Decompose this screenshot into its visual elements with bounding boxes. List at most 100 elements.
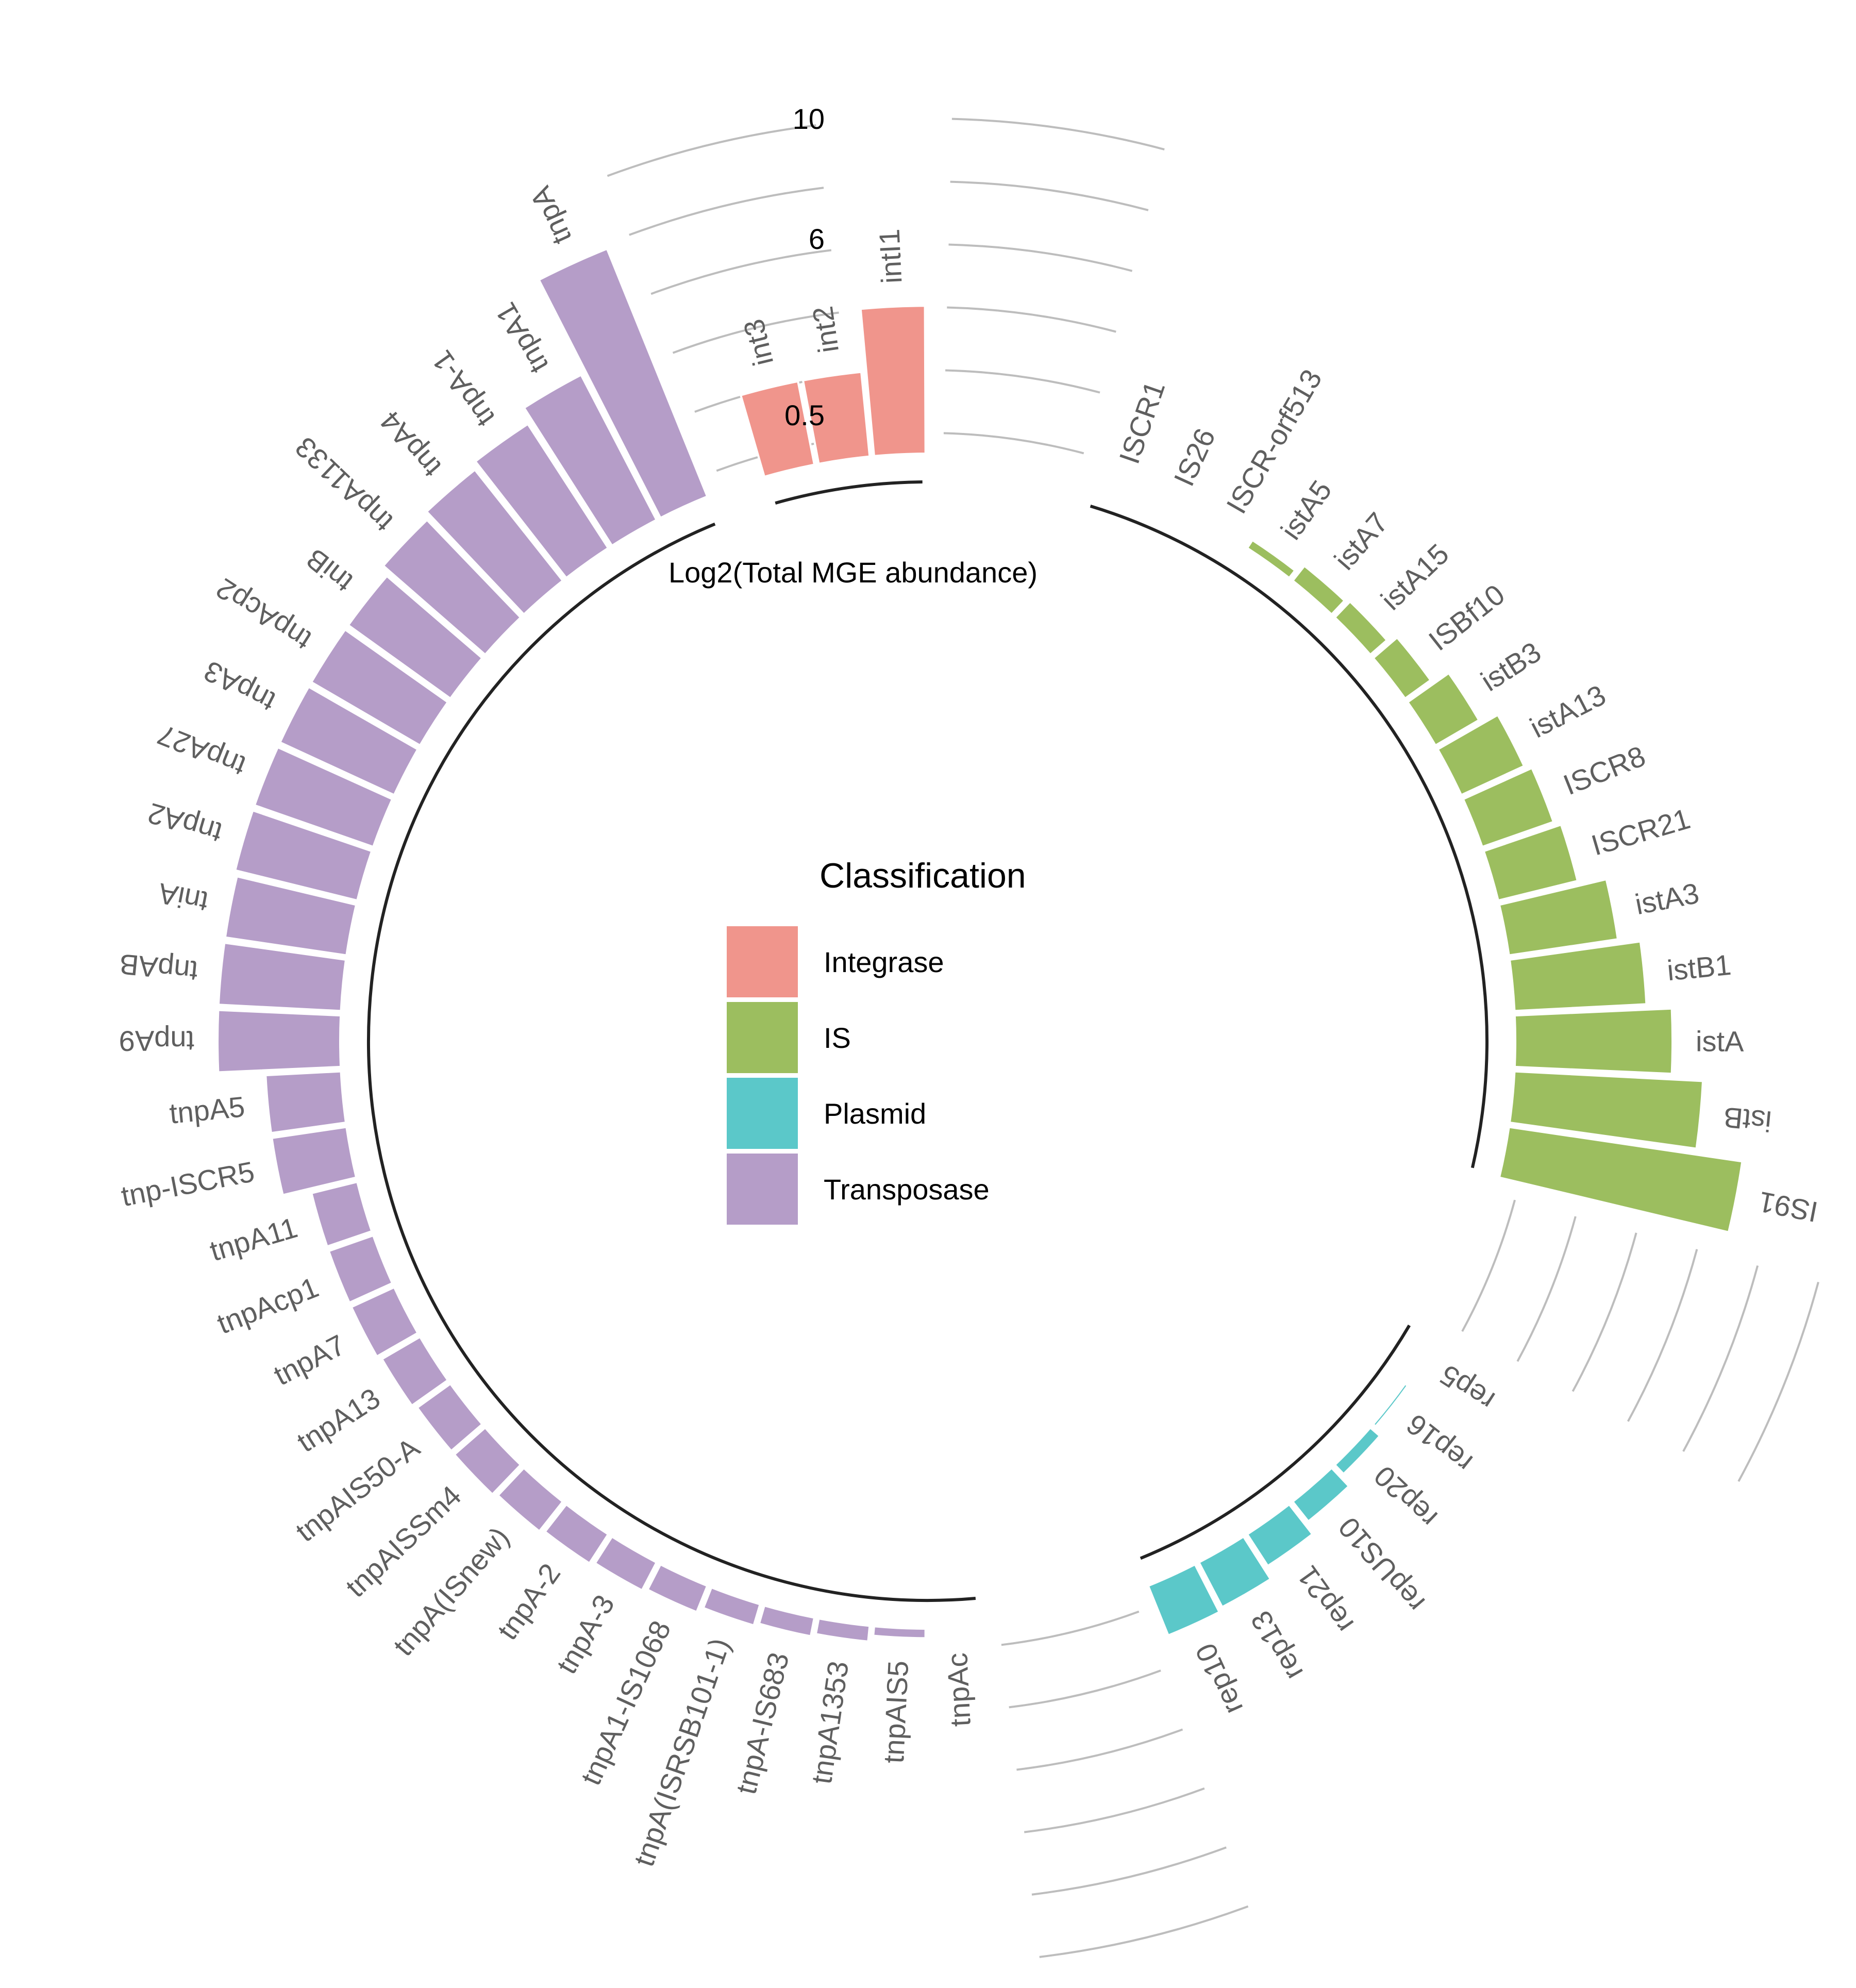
bar-label-tnpAIS5: tnpAIS5	[877, 1660, 914, 1764]
y-tick-label-0.5: 0.5	[784, 399, 825, 431]
bar-tnpAB	[217, 941, 347, 1012]
bar-tnpAcp2	[310, 628, 449, 747]
legend-swatch-integrase	[727, 926, 798, 997]
grid-arc	[1571, 1232, 1637, 1392]
bar-label-istA7: istA7	[1328, 506, 1394, 576]
bar-tnpA-1	[474, 422, 610, 580]
bar-label-rep20: rep20	[1368, 1460, 1444, 1534]
bar-label-tnpA-1: tnpA-1	[425, 345, 501, 433]
bar-label-rep16: rep16	[1400, 1408, 1479, 1479]
bar-label-tniB: tniB	[299, 542, 359, 598]
bar-label-ISCR8: ISCR8	[1559, 740, 1650, 801]
group-baseline-arc	[775, 480, 923, 505]
grid-arc	[1516, 1216, 1577, 1362]
bar-label-ISCR1: ISCR1	[1113, 377, 1171, 467]
bar-rep16	[1372, 1382, 1409, 1428]
bar-tnpA(ISRSB101-1)	[702, 1586, 762, 1627]
bar-label-istA15: istA15	[1375, 538, 1455, 616]
bar-label-istB3: istB3	[1475, 636, 1547, 697]
bar-label-tnpA1353: tnpA1353	[805, 1659, 855, 1786]
bar-label-rep5: rep5	[1434, 1359, 1500, 1417]
bar-label-tnpA1133: tnpA1133	[289, 431, 399, 538]
grid-arc	[607, 124, 816, 177]
grid-arc	[1016, 1728, 1183, 1771]
bar-rep10	[1147, 1563, 1221, 1637]
bar-label-tnpAcp2: tnpAcp2	[210, 572, 317, 657]
bar-tnpA-3	[593, 1535, 658, 1592]
bar-label-rep21: rep21	[1291, 1560, 1360, 1639]
baseline-layer	[367, 480, 1489, 1602]
bar-int3	[739, 380, 816, 478]
bar-label-rep10: rep10	[1189, 1639, 1249, 1719]
bar-label-rep13: rep13	[1244, 1606, 1309, 1686]
bar-rep5	[1406, 1335, 1439, 1383]
y-tick-label-10: 10	[793, 103, 825, 135]
bar-label-tnpAcp1: tnpAcp1	[212, 1271, 323, 1340]
grid-arc	[1024, 1787, 1205, 1833]
bar-IS26	[1147, 493, 1197, 520]
group-baseline-arc	[1090, 505, 1489, 1168]
legend-swatch-plasmid	[727, 1078, 798, 1149]
bar-tnp-ISCR5	[271, 1126, 358, 1196]
bar-label-tnpA1: tnpA1	[489, 297, 555, 379]
bar-istA	[1513, 1007, 1674, 1075]
grid-arc	[947, 306, 1116, 333]
bar-ISCR1	[1094, 475, 1146, 496]
bar-tnpA1133	[381, 518, 522, 657]
grid-arc	[650, 249, 832, 295]
legend: Classification Integrase IS Plasmid Tran…	[727, 856, 1026, 1225]
bar-repUS10	[1291, 1466, 1350, 1523]
bar-tnpA3	[278, 685, 420, 797]
bar-label-tnpA11: tnpA11	[206, 1211, 301, 1267]
bar-istB3	[1406, 672, 1481, 747]
bar-tnpA1-IS1068	[646, 1563, 709, 1614]
bar-tnpA7	[350, 1285, 420, 1358]
bar-label-istB1: istB1	[1666, 948, 1733, 987]
bar-istA5	[1246, 539, 1297, 580]
bar-label-tniA: tniA	[155, 877, 210, 918]
grid-arc	[943, 432, 1084, 455]
legend-swatch-transposase	[727, 1154, 798, 1225]
grid-layer	[607, 118, 1819, 1958]
bar-istA3	[1498, 878, 1619, 957]
grid-arc	[1682, 1265, 1759, 1452]
bar-label-tnpA: tnpA	[524, 181, 578, 249]
bar-label-intI1: intI1	[873, 228, 908, 285]
y-tick-label-6: 6	[809, 223, 825, 255]
grid-arc	[1009, 1669, 1161, 1709]
bar-tnpA1	[523, 373, 658, 547]
bar-tnpA9	[216, 1009, 342, 1074]
bar-tnpA11	[310, 1180, 373, 1248]
bar-ISCR8	[1462, 766, 1555, 848]
bar-label-tnp-ISCR5: tnp-ISCR5	[119, 1155, 257, 1212]
bar-tnpA(ISnew)	[496, 1466, 564, 1533]
bar-tnpA2	[233, 809, 373, 902]
bar-tnpAIS50-A	[415, 1382, 484, 1452]
bar-label-int2: int2	[806, 304, 845, 355]
bar-tnpA	[537, 247, 709, 520]
bar-istB	[1508, 1070, 1704, 1150]
bar-tnpA-IS683	[758, 1604, 816, 1638]
bar-label-istA: istA	[1696, 1025, 1744, 1058]
bar-label-tnpAc: tnpAc	[941, 1652, 977, 1727]
group-baseline-arc	[1140, 1324, 1411, 1560]
bar-tnpA1353	[814, 1617, 871, 1643]
bars-layer	[216, 247, 1744, 1643]
grid-arc	[1039, 1905, 1249, 1958]
bar-tnpA13	[380, 1335, 449, 1407]
bar-tnpAcp1	[327, 1234, 394, 1304]
bar-rep20	[1333, 1426, 1381, 1476]
bar-istB1	[1508, 940, 1648, 1012]
bar-label-istA3: istA3	[1632, 877, 1701, 921]
grid-arc	[951, 118, 1165, 151]
bar-rep21	[1246, 1502, 1314, 1567]
grid-arc	[1001, 1610, 1140, 1646]
bar-label-tnpA2: tnpA2	[144, 797, 226, 849]
bar-label-tnpA27: tnpA27	[153, 719, 250, 782]
bar-tnpAISSm4	[453, 1426, 522, 1496]
bar-label-tnpA-2: tnpA-2	[491, 1558, 566, 1646]
bar-tnpA4	[425, 468, 564, 616]
legend-swatch-is	[727, 1002, 798, 1073]
